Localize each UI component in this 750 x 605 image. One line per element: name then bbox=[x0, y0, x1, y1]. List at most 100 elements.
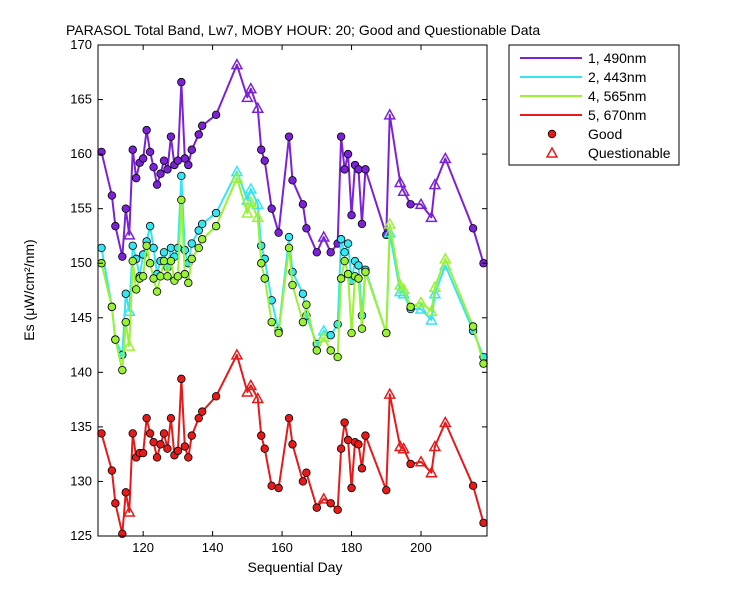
good-point bbox=[284, 413, 294, 423]
questionable-point bbox=[244, 195, 258, 207]
good-point bbox=[145, 429, 155, 438]
good-point bbox=[107, 302, 117, 312]
good-point bbox=[152, 453, 162, 462]
good-point bbox=[145, 147, 155, 157]
good-point bbox=[107, 191, 117, 200]
questionable-point bbox=[251, 210, 265, 223]
good-point bbox=[267, 317, 276, 327]
axes-frame bbox=[97, 44, 488, 537]
good-point bbox=[142, 413, 151, 423]
good-point bbox=[166, 132, 176, 141]
good-point bbox=[326, 346, 335, 355]
good-point bbox=[340, 418, 349, 427]
good-point bbox=[177, 171, 186, 181]
good-point bbox=[138, 154, 148, 163]
questionable-point bbox=[414, 302, 428, 314]
good-point bbox=[187, 239, 196, 248]
legend-label: Questionable bbox=[588, 145, 671, 161]
good-point bbox=[159, 256, 169, 266]
questionable-point bbox=[439, 252, 452, 264]
good-point bbox=[166, 256, 176, 266]
questionable-point bbox=[122, 304, 136, 316]
questionable-point bbox=[425, 210, 438, 223]
x-tick-label: 160 bbox=[271, 540, 293, 555]
questionable-point bbox=[439, 151, 452, 164]
questionable-point bbox=[230, 58, 244, 70]
questionable-point bbox=[122, 339, 136, 351]
good-point bbox=[197, 219, 207, 229]
good-point bbox=[288, 280, 297, 290]
good-point bbox=[298, 200, 308, 209]
good-point bbox=[145, 221, 155, 231]
good-point bbox=[118, 252, 127, 261]
good-point bbox=[357, 464, 367, 473]
questionable-point bbox=[244, 82, 258, 94]
x-tick-label: 120 bbox=[132, 540, 154, 555]
good-point bbox=[326, 248, 335, 257]
good-point bbox=[211, 392, 221, 401]
legend-questionable-marker bbox=[545, 146, 559, 158]
good-point bbox=[149, 243, 158, 253]
good-point bbox=[343, 269, 353, 279]
questionable-point bbox=[383, 217, 397, 229]
good-point bbox=[152, 180, 162, 189]
good-point bbox=[336, 274, 346, 283]
x-tick-label: 180 bbox=[341, 540, 363, 555]
good-point bbox=[257, 241, 266, 250]
good-point bbox=[326, 331, 335, 340]
questionable-point bbox=[383, 108, 397, 120]
series-5-670nm bbox=[97, 348, 488, 539]
legend-label: 1, 490nm bbox=[588, 50, 646, 66]
good-point bbox=[111, 221, 120, 231]
good-point bbox=[302, 468, 311, 477]
good-point bbox=[138, 448, 148, 458]
good-point bbox=[197, 121, 207, 130]
good-point bbox=[260, 156, 269, 165]
good-point bbox=[354, 274, 363, 283]
good-point bbox=[145, 259, 155, 268]
good-point bbox=[180, 269, 190, 279]
questionable-point bbox=[317, 324, 331, 336]
good-point bbox=[118, 365, 127, 375]
good-point bbox=[336, 235, 346, 244]
y-tick-label: 135 bbox=[70, 419, 92, 434]
y-tick-label: 125 bbox=[70, 528, 92, 543]
good-point bbox=[361, 431, 370, 440]
chart-title: PARASOL Total Band, Lw7, MOBY HOUR: 20; … bbox=[66, 22, 540, 38]
questionable-point bbox=[317, 492, 331, 504]
questionable-point bbox=[397, 442, 410, 454]
good-point bbox=[97, 243, 106, 253]
good-point bbox=[361, 165, 370, 174]
questionable-point bbox=[251, 391, 265, 404]
good-point bbox=[173, 156, 183, 165]
good-point bbox=[312, 346, 322, 355]
good-point bbox=[347, 483, 356, 493]
good-point bbox=[336, 444, 346, 453]
legend-box bbox=[508, 44, 680, 166]
good-point bbox=[340, 165, 349, 174]
questionable-point bbox=[383, 387, 397, 399]
good-point bbox=[152, 287, 162, 296]
y-tick-label: 130 bbox=[70, 473, 92, 488]
good-point bbox=[128, 256, 137, 266]
good-point bbox=[333, 352, 342, 362]
good-point bbox=[298, 289, 308, 298]
good-point bbox=[343, 149, 353, 159]
good-point bbox=[107, 466, 117, 475]
good-point bbox=[336, 132, 346, 141]
good-point bbox=[166, 413, 176, 423]
questionable-point bbox=[393, 175, 407, 188]
good-point bbox=[187, 431, 196, 440]
questionable-point bbox=[122, 228, 136, 240]
good-point bbox=[479, 518, 488, 528]
good-point bbox=[333, 320, 342, 329]
good-point bbox=[128, 241, 137, 250]
good-point bbox=[302, 300, 311, 309]
good-point bbox=[166, 243, 176, 253]
x-axis-label: Sequential Day bbox=[248, 559, 343, 575]
good-point bbox=[159, 429, 169, 438]
good-point bbox=[274, 483, 283, 493]
x-tick-label: 200 bbox=[410, 540, 432, 555]
good-point bbox=[121, 204, 130, 213]
questionable-point bbox=[241, 385, 254, 397]
